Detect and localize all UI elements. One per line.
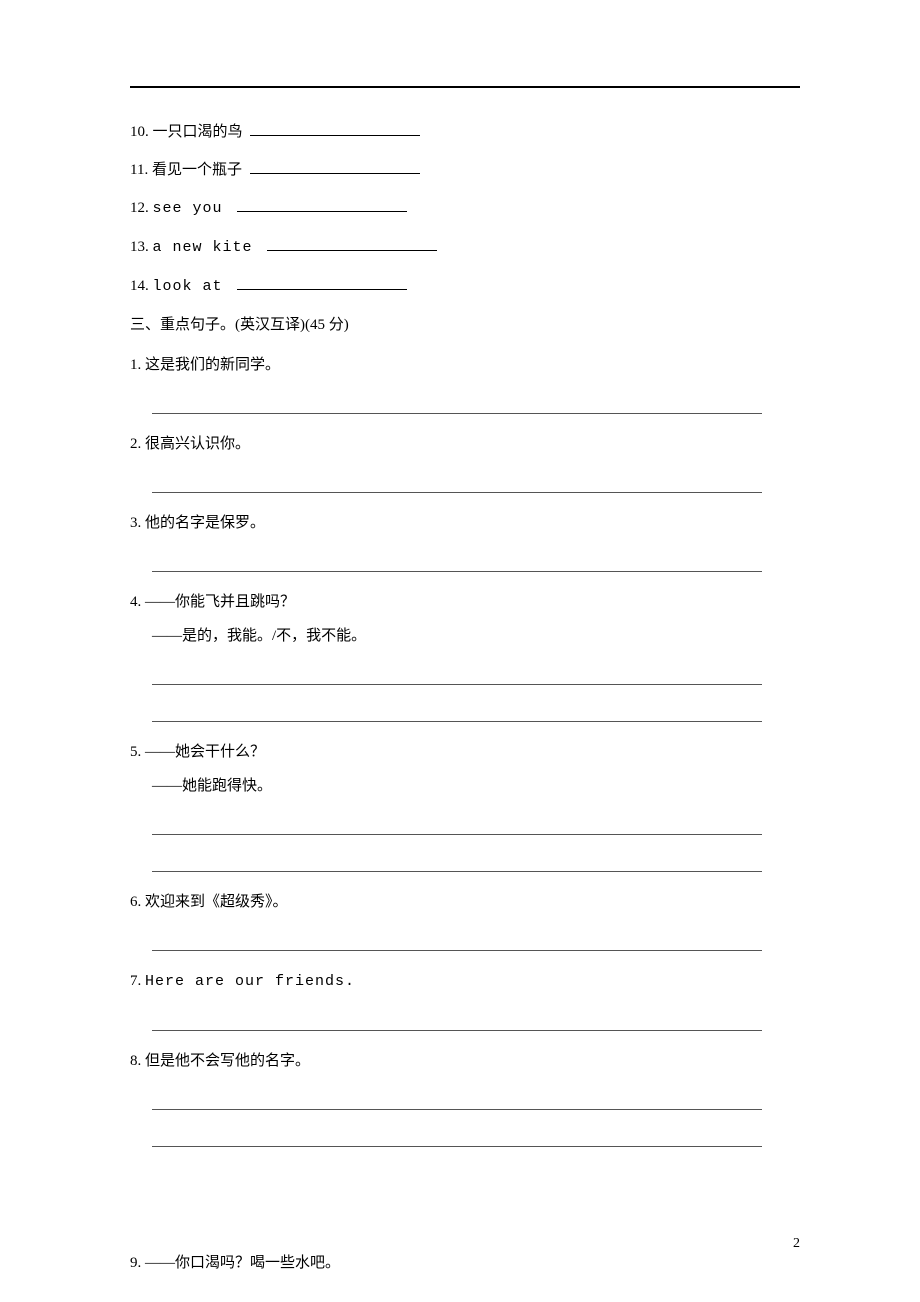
worksheet-page: 10. 一只口渴的鸟 11. 看见一个瓶子 12. see you 13. a … — [0, 0, 920, 1302]
answer-line[interactable] — [152, 1091, 762, 1110]
question-item: 7. Here are our friends. — [130, 969, 800, 1031]
item-label: see you — [153, 200, 233, 217]
question-item: 2. 很高兴认识你。 — [130, 432, 800, 493]
item-number: 11. — [130, 162, 152, 178]
question-text: 欢迎来到《超级秀》。 — [145, 894, 288, 910]
answer-line[interactable] — [152, 703, 762, 722]
question-item: 5. ——她会干什么？ ——她能跑得快。 — [130, 740, 800, 872]
item-number: 13. — [130, 239, 153, 255]
question-number: 6. — [130, 894, 145, 910]
question-line: 6. 欢迎来到《超级秀》。 — [130, 890, 800, 914]
question-text: ——你口渴吗？喝一些水吧。 — [145, 1255, 340, 1271]
answer-line[interactable] — [152, 474, 762, 493]
fill-item: 14. look at — [130, 274, 800, 299]
question-line: 5. ——她会干什么？ — [130, 740, 800, 764]
question-item: 4. ——你能飞并且跳吗？ ——是的，我能。/不，我不能。 — [130, 590, 800, 722]
answer-line[interactable] — [152, 816, 762, 835]
item-number: 12. — [130, 200, 153, 216]
answer-line[interactable] — [152, 1012, 762, 1031]
question-item: 1. 这是我们的新同学。 — [130, 353, 800, 414]
answer-line[interactable] — [152, 395, 762, 414]
question-number: 1. — [130, 357, 145, 373]
question-text: Here are our friends. — [145, 973, 355, 990]
questions-list: 1. 这是我们的新同学。 2. 很高兴认识你。 3. 他的名字是保罗。 4. ——你能… — [130, 353, 800, 1147]
answer-blank[interactable] — [237, 274, 407, 290]
question-text: 这是我们的新同学。 — [145, 357, 280, 373]
question-line: 4. ——你能飞并且跳吗？ — [130, 590, 800, 614]
fill-item: 12. see you — [130, 196, 800, 221]
question-number: 4. — [130, 594, 145, 610]
question-item: 3. 他的名字是保罗。 — [130, 511, 800, 572]
item-label: 看见一个瓶子 — [152, 162, 246, 178]
answer-line[interactable] — [152, 932, 762, 951]
question-text: 很高兴认识你。 — [145, 436, 250, 452]
question-text: ——你能飞并且跳吗？ — [145, 594, 295, 610]
answer-line[interactable] — [152, 553, 762, 572]
answer-line[interactable] — [152, 1128, 762, 1147]
fill-item: 10. 一只口渴的鸟 — [130, 120, 800, 144]
answer-blank[interactable] — [267, 235, 437, 251]
question-number: 5. — [130, 744, 145, 760]
answer-line[interactable] — [152, 853, 762, 872]
content-area: 10. 一只口渴的鸟 11. 看见一个瓶子 12. see you 13. a … — [130, 120, 800, 1275]
question-number: 2. — [130, 436, 145, 452]
question-line: 7. Here are our friends. — [130, 969, 800, 994]
page-number: 2 — [793, 1236, 800, 1252]
fill-item: 11. 看见一个瓶子 — [130, 158, 800, 182]
answer-line[interactable] — [152, 666, 762, 685]
answer-blank[interactable] — [237, 196, 407, 212]
question-item: 8. 但是他不会写他的名字。 — [130, 1049, 800, 1147]
question-number: 8. — [130, 1053, 145, 1069]
question-text: 但是他不会写他的名字。 — [145, 1053, 310, 1069]
section-3-title: 三、重点句子。(英汉互译)(45 分) — [130, 313, 800, 337]
item-label: 一只口渴的鸟 — [153, 124, 247, 140]
question-text: 他的名字是保罗。 — [145, 515, 265, 531]
fill-item: 13. a new kite — [130, 235, 800, 260]
question-item: 6. 欢迎来到《超级秀》。 — [130, 890, 800, 951]
header-rule — [130, 86, 800, 88]
answer-blank[interactable] — [250, 120, 420, 136]
question-subtext: ——她能跑得快。 — [152, 774, 800, 798]
item-label: look at — [153, 278, 233, 295]
question-number: 9. — [130, 1255, 145, 1271]
spacer — [130, 1165, 800, 1235]
question-line: 1. 这是我们的新同学。 — [130, 353, 800, 377]
item-label: a new kite — [153, 239, 263, 256]
question-line: 2. 很高兴认识你。 — [130, 432, 800, 456]
item-number: 14. — [130, 278, 153, 294]
question-subtext: ——是的，我能。/不，我不能。 — [152, 624, 800, 648]
question-line: 8. 但是他不会写他的名字。 — [130, 1049, 800, 1073]
question-line: 3. 他的名字是保罗。 — [130, 511, 800, 535]
question-text: ——她会干什么？ — [145, 744, 265, 760]
question-9: 9. ——你口渴吗？喝一些水吧。 — [130, 1251, 800, 1275]
question-number: 3. — [130, 515, 145, 531]
fill-in-list: 10. 一只口渴的鸟 11. 看见一个瓶子 12. see you 13. a … — [130, 120, 800, 299]
answer-blank[interactable] — [250, 158, 420, 174]
item-number: 10. — [130, 124, 153, 140]
question-number: 7. — [130, 973, 145, 989]
